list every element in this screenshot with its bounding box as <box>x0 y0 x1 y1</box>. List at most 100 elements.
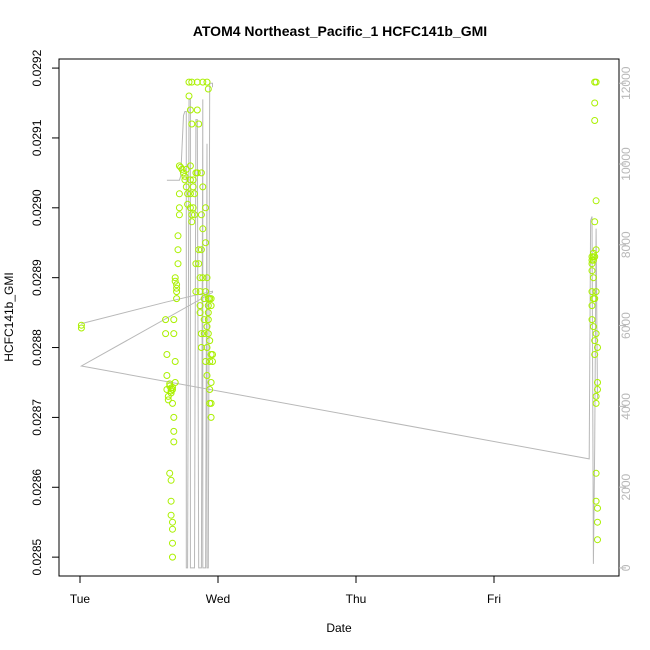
y2-tick-label: 6000 <box>619 312 633 339</box>
data-point <box>193 106 201 114</box>
data-point <box>199 274 207 282</box>
data-point <box>197 211 205 219</box>
data-point <box>186 190 194 198</box>
data-point <box>206 358 214 365</box>
y-tick-label: 0.0286 <box>30 469 44 506</box>
data-point <box>588 316 596 324</box>
data-point <box>594 386 601 393</box>
data-point <box>592 78 600 86</box>
data-point <box>594 518 601 526</box>
bottom-axis: Tue Wed Thu Fri <box>70 576 501 606</box>
data-point <box>207 302 215 310</box>
data-point <box>592 246 600 254</box>
data-point <box>170 438 178 446</box>
y-tick-label: 0.0291 <box>30 119 44 156</box>
data-point <box>594 536 601 544</box>
data-point <box>588 302 596 310</box>
data-point <box>592 330 600 338</box>
data-point <box>209 351 216 358</box>
data-point <box>175 211 183 219</box>
data-point <box>195 260 203 268</box>
data-point <box>171 379 179 386</box>
data-point <box>191 211 198 219</box>
data-point <box>204 302 212 310</box>
y2-tick-label: 4000 <box>619 393 633 420</box>
data-point <box>169 553 176 561</box>
data-point <box>175 204 183 212</box>
data-point <box>594 344 601 351</box>
data-point <box>167 476 175 484</box>
data-point <box>199 78 207 86</box>
data-point <box>203 372 211 379</box>
data-point <box>173 288 181 296</box>
data-point <box>164 396 172 404</box>
data-point <box>174 260 182 268</box>
data-point <box>184 190 192 198</box>
data-point <box>197 169 205 177</box>
data-point <box>170 330 178 338</box>
data-point <box>199 183 207 191</box>
data-point <box>204 330 212 338</box>
data-point <box>592 497 600 505</box>
x-tick-label: Fri <box>487 592 501 606</box>
data-point <box>169 518 176 526</box>
data-point <box>592 197 600 205</box>
data-point <box>591 253 599 261</box>
data-point <box>175 190 183 198</box>
x-tick-label: Wed <box>206 592 230 606</box>
data-point <box>193 169 201 177</box>
data-point <box>189 204 197 212</box>
data-point <box>178 165 186 173</box>
data-point <box>200 330 208 338</box>
data-point <box>589 323 597 331</box>
data-point <box>186 176 194 184</box>
data-point <box>188 211 196 219</box>
data-point <box>202 358 210 365</box>
data-point <box>592 392 600 400</box>
data-point <box>207 295 215 303</box>
data-point <box>77 321 85 329</box>
data-point <box>206 337 214 345</box>
data-point <box>591 337 599 345</box>
data-point <box>594 379 601 386</box>
data-point <box>589 274 597 282</box>
data-point <box>171 358 179 365</box>
data-point <box>203 274 211 282</box>
data-point <box>591 295 599 303</box>
y2-tick-label: 12000 <box>619 66 633 100</box>
data-point <box>192 260 200 268</box>
data-point <box>202 204 210 212</box>
x-tick-label: Tue <box>70 592 91 606</box>
y-tick-label: 0.0288 <box>30 329 44 366</box>
data-point <box>592 469 600 477</box>
data-point <box>589 256 597 264</box>
data-point <box>592 288 600 296</box>
y-tick-label: 0.0290 <box>30 189 44 226</box>
data-point <box>188 120 196 128</box>
data-point <box>207 379 215 386</box>
secondary-line-layer <box>79 82 598 569</box>
data-point <box>195 120 203 128</box>
data-point <box>202 288 210 296</box>
data-point <box>591 351 599 358</box>
data-point <box>206 386 214 393</box>
data-point <box>588 260 596 268</box>
data-point <box>186 162 194 170</box>
data-point <box>167 511 175 519</box>
data-point <box>174 246 182 254</box>
data-point <box>170 427 178 435</box>
data-point <box>185 78 193 86</box>
data-point <box>189 176 197 184</box>
chart-title: ATOM4 Northeast_Pacific_1 HCFC141b_GMI <box>193 23 487 39</box>
data-point <box>204 309 212 317</box>
data-point-layer <box>77 78 601 561</box>
data-point <box>169 525 176 533</box>
data-point <box>166 469 174 477</box>
data-point <box>169 399 176 407</box>
data-point <box>204 85 212 93</box>
data-point <box>171 277 179 285</box>
data-point <box>591 117 599 124</box>
data-point <box>192 288 200 296</box>
data-point <box>588 288 596 296</box>
data-point <box>199 225 207 233</box>
